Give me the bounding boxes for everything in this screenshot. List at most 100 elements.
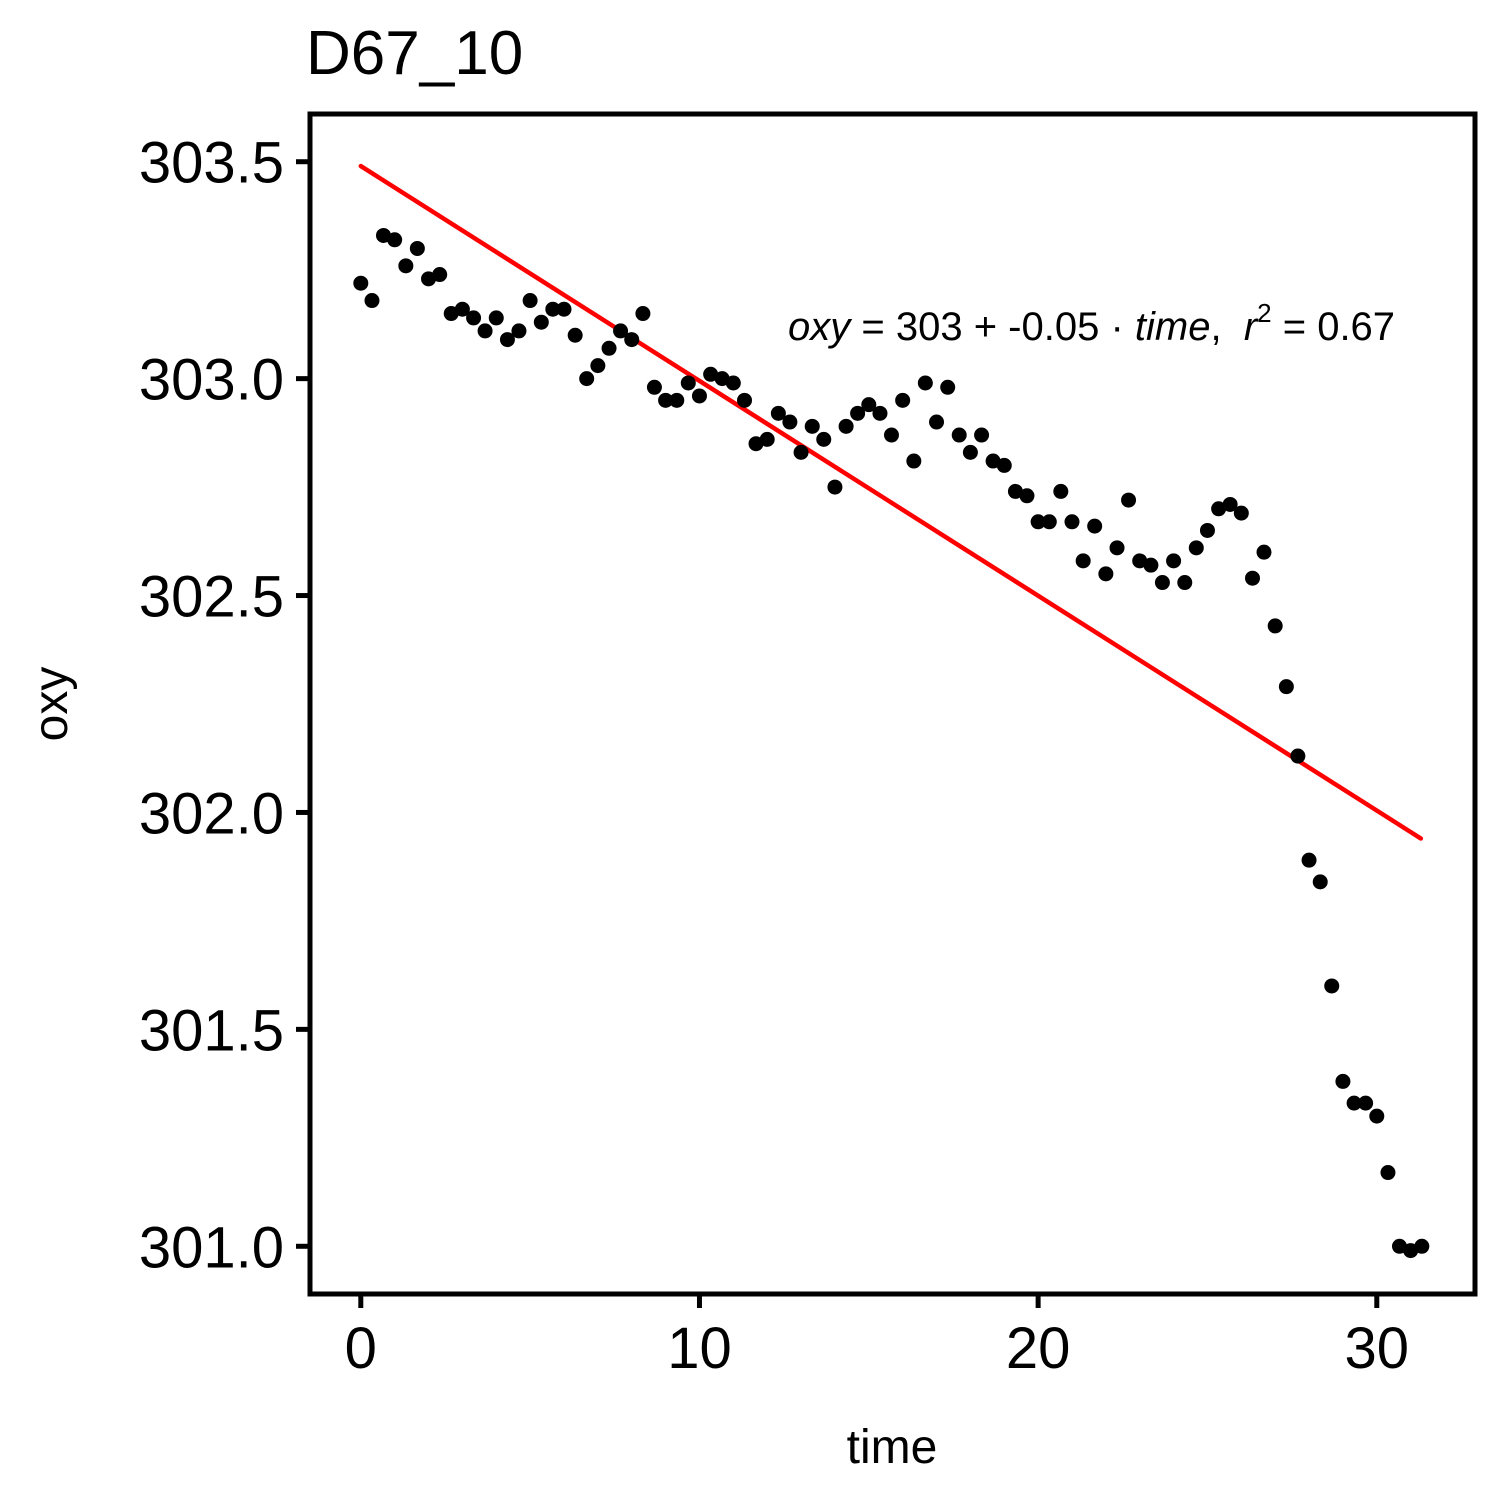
data-point (590, 358, 606, 374)
fit-line (358, 163, 1424, 841)
data-point (951, 427, 967, 443)
equation-variable: time (1135, 305, 1211, 349)
y-tick-label: 301.0 (139, 1215, 284, 1280)
data-point (1324, 978, 1340, 994)
data-point (1087, 518, 1103, 534)
y-tick-label: 303.0 (139, 348, 284, 413)
y-tick-label: 303.5 (139, 131, 284, 196)
data-point (929, 414, 945, 430)
data-point (579, 371, 595, 387)
data-point (556, 301, 572, 317)
chart-title: D67_10 (306, 19, 523, 88)
y-axis: 301.0 301.5 302.0 302.5 303.0 303.5 (139, 131, 308, 1280)
data-point (1154, 575, 1170, 591)
data-point (838, 418, 854, 434)
data-point (1041, 514, 1057, 530)
data-point (624, 332, 640, 348)
data-point (917, 375, 933, 391)
data-point (1064, 514, 1080, 530)
data-point (477, 323, 493, 339)
data-point (793, 444, 809, 460)
data-point (1267, 618, 1283, 634)
data-point (522, 293, 538, 309)
data-point (861, 397, 877, 413)
data-point (804, 418, 820, 434)
data-point (635, 306, 651, 322)
y-tick-label: 302.0 (139, 781, 284, 846)
data-point (1290, 748, 1306, 764)
data-point (996, 457, 1012, 473)
data-point (454, 301, 470, 317)
data-point (1335, 1073, 1351, 1089)
data-point (488, 310, 504, 326)
data-point (816, 431, 832, 447)
data-point (601, 340, 617, 356)
equation-body: = 303 + -0.05 · (850, 305, 1135, 349)
data-point (1199, 522, 1215, 538)
data-point (827, 479, 843, 495)
data-point (1380, 1165, 1396, 1181)
data-point (364, 293, 380, 309)
y-axis-title: oxy (25, 667, 78, 742)
data-point (398, 258, 414, 274)
data-point (1301, 852, 1317, 868)
data-point (466, 310, 482, 326)
data-point (1312, 874, 1328, 890)
data-point (1358, 1095, 1374, 1111)
x-axis-title: time (847, 1421, 938, 1474)
data-point (1211, 501, 1227, 517)
data-point (669, 392, 685, 408)
data-point (613, 323, 629, 339)
data-point (409, 240, 425, 256)
data-point (1278, 679, 1294, 695)
x-tick-label: 30 (1345, 1316, 1410, 1381)
x-tick-label: 0 (345, 1316, 377, 1381)
data-point (1414, 1238, 1430, 1254)
data-point (499, 332, 515, 348)
data-point (1346, 1095, 1362, 1111)
data-point (770, 405, 786, 421)
data-point (1256, 544, 1272, 560)
data-point (883, 427, 899, 443)
data-point (1369, 1108, 1385, 1124)
data-point (353, 275, 369, 291)
data-point (646, 379, 662, 395)
data-point (725, 375, 741, 391)
data-point (759, 431, 775, 447)
equation-separator: , (1210, 305, 1243, 349)
data-point (737, 392, 753, 408)
data-point (906, 453, 922, 469)
data-point (962, 444, 978, 460)
data-point (432, 267, 448, 283)
data-point (872, 405, 888, 421)
data-point (545, 301, 561, 317)
plot-panel-border (307, 111, 1478, 1297)
data-point (533, 314, 549, 330)
data-point (680, 375, 696, 391)
equation-lhs: oxy (788, 305, 853, 349)
data-point (1244, 570, 1260, 586)
y-tick-label: 302.5 (139, 565, 284, 630)
data-point (1098, 566, 1114, 582)
data-point (1143, 557, 1159, 573)
y-tick-label: 301.5 (139, 998, 284, 1063)
x-axis: 0 10 20 30 (345, 1296, 1409, 1381)
fit-equation-annotation: oxy = 303 + -0.05 · time, r2 = 0.67 (788, 298, 1395, 349)
data-point (1075, 553, 1091, 569)
data-point (703, 366, 719, 382)
data-point (1019, 488, 1035, 504)
x-tick-label: 20 (1006, 1316, 1071, 1381)
data-point (1233, 505, 1249, 521)
data-point (387, 232, 403, 248)
data-point (1007, 483, 1023, 499)
x-tick-label: 10 (667, 1316, 732, 1381)
equation-r2-value: = 0.67 (1272, 305, 1395, 349)
data-point (511, 323, 527, 339)
data-point (658, 392, 674, 408)
data-point (1030, 514, 1046, 530)
data-point (940, 379, 956, 395)
data-point (1222, 496, 1238, 512)
data-point (691, 388, 707, 404)
data-point (1053, 483, 1069, 499)
